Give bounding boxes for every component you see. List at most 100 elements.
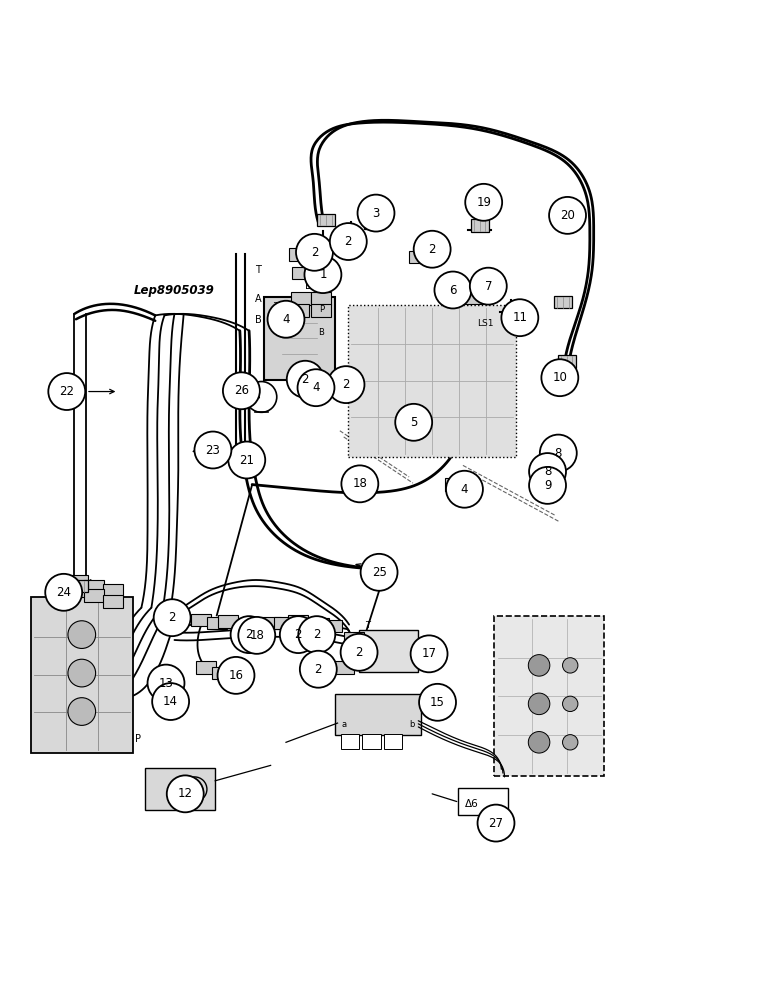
FancyBboxPatch shape bbox=[83, 580, 103, 592]
FancyBboxPatch shape bbox=[304, 381, 324, 393]
Circle shape bbox=[223, 372, 260, 409]
Circle shape bbox=[297, 369, 334, 406]
Text: 26: 26 bbox=[234, 384, 249, 397]
FancyBboxPatch shape bbox=[313, 267, 333, 279]
Circle shape bbox=[419, 684, 456, 721]
Circle shape bbox=[286, 361, 323, 398]
Text: 20: 20 bbox=[560, 209, 575, 222]
Circle shape bbox=[563, 735, 578, 750]
FancyBboxPatch shape bbox=[465, 291, 485, 304]
FancyBboxPatch shape bbox=[359, 630, 418, 672]
Circle shape bbox=[361, 554, 398, 591]
Text: P: P bbox=[320, 305, 324, 314]
FancyBboxPatch shape bbox=[261, 617, 280, 629]
FancyBboxPatch shape bbox=[289, 304, 309, 317]
FancyBboxPatch shape bbox=[275, 617, 294, 629]
FancyBboxPatch shape bbox=[471, 219, 489, 232]
Circle shape bbox=[357, 195, 394, 232]
Circle shape bbox=[411, 635, 448, 672]
FancyBboxPatch shape bbox=[409, 251, 429, 263]
Circle shape bbox=[446, 471, 483, 508]
FancyBboxPatch shape bbox=[309, 249, 329, 262]
Text: 15: 15 bbox=[430, 696, 445, 709]
Circle shape bbox=[300, 651, 337, 688]
FancyBboxPatch shape bbox=[68, 575, 88, 588]
FancyBboxPatch shape bbox=[287, 615, 307, 628]
FancyBboxPatch shape bbox=[310, 292, 330, 305]
FancyBboxPatch shape bbox=[340, 734, 359, 749]
Text: 4: 4 bbox=[312, 381, 320, 394]
FancyBboxPatch shape bbox=[291, 292, 311, 305]
FancyBboxPatch shape bbox=[348, 305, 516, 457]
Text: 24: 24 bbox=[56, 586, 71, 599]
Text: 16: 16 bbox=[229, 669, 243, 682]
Text: 6: 6 bbox=[449, 284, 457, 297]
Circle shape bbox=[540, 435, 577, 472]
Text: LS1: LS1 bbox=[477, 319, 493, 328]
Circle shape bbox=[414, 231, 451, 268]
FancyBboxPatch shape bbox=[494, 616, 604, 776]
FancyBboxPatch shape bbox=[330, 234, 350, 247]
Text: b: b bbox=[409, 720, 415, 729]
Text: T: T bbox=[256, 265, 261, 275]
FancyBboxPatch shape bbox=[293, 371, 313, 383]
FancyBboxPatch shape bbox=[289, 248, 309, 261]
Text: 11: 11 bbox=[513, 311, 527, 324]
Circle shape bbox=[298, 616, 335, 653]
FancyBboxPatch shape bbox=[322, 620, 342, 632]
Circle shape bbox=[268, 301, 304, 338]
Text: 10: 10 bbox=[553, 371, 567, 384]
Circle shape bbox=[327, 366, 364, 403]
Text: 1: 1 bbox=[319, 268, 327, 281]
Text: 2: 2 bbox=[168, 611, 176, 624]
FancyBboxPatch shape bbox=[68, 584, 88, 597]
Circle shape bbox=[195, 432, 232, 468]
Text: 17: 17 bbox=[422, 647, 437, 660]
Circle shape bbox=[478, 805, 514, 842]
FancyBboxPatch shape bbox=[451, 291, 471, 304]
Text: b: b bbox=[296, 364, 302, 373]
FancyBboxPatch shape bbox=[459, 486, 479, 499]
FancyBboxPatch shape bbox=[557, 355, 576, 368]
Text: 25: 25 bbox=[371, 566, 387, 579]
Circle shape bbox=[470, 268, 506, 305]
Text: T: T bbox=[365, 621, 371, 630]
Text: 13: 13 bbox=[158, 677, 174, 690]
Circle shape bbox=[49, 373, 85, 410]
FancyBboxPatch shape bbox=[334, 661, 354, 674]
Text: 27: 27 bbox=[489, 817, 503, 830]
Text: 2: 2 bbox=[342, 378, 350, 391]
Circle shape bbox=[304, 256, 341, 293]
FancyBboxPatch shape bbox=[145, 768, 215, 810]
Circle shape bbox=[340, 634, 378, 671]
FancyBboxPatch shape bbox=[364, 217, 382, 229]
FancyBboxPatch shape bbox=[292, 267, 312, 279]
Text: 22: 22 bbox=[59, 385, 74, 398]
Text: 9: 9 bbox=[543, 479, 551, 492]
Circle shape bbox=[466, 184, 502, 221]
FancyBboxPatch shape bbox=[218, 615, 239, 628]
FancyBboxPatch shape bbox=[335, 694, 421, 735]
Circle shape bbox=[152, 683, 189, 720]
FancyBboxPatch shape bbox=[384, 734, 402, 749]
Circle shape bbox=[528, 732, 550, 753]
FancyBboxPatch shape bbox=[196, 661, 216, 674]
Circle shape bbox=[528, 655, 550, 676]
FancyBboxPatch shape bbox=[207, 617, 227, 629]
Circle shape bbox=[528, 693, 550, 715]
Text: LS: LS bbox=[305, 281, 317, 291]
Circle shape bbox=[68, 659, 96, 687]
Text: a: a bbox=[341, 720, 347, 729]
Text: 2: 2 bbox=[313, 628, 320, 641]
Text: 2: 2 bbox=[310, 246, 318, 259]
Text: B: B bbox=[319, 328, 324, 337]
Text: 7: 7 bbox=[485, 280, 492, 293]
Text: 2: 2 bbox=[314, 663, 322, 676]
Text: 23: 23 bbox=[205, 444, 220, 457]
Text: 19: 19 bbox=[476, 196, 491, 209]
FancyBboxPatch shape bbox=[103, 595, 123, 608]
Text: 18: 18 bbox=[352, 477, 367, 490]
Text: B: B bbox=[273, 320, 279, 329]
Text: 2: 2 bbox=[302, 373, 309, 386]
Circle shape bbox=[549, 197, 586, 234]
